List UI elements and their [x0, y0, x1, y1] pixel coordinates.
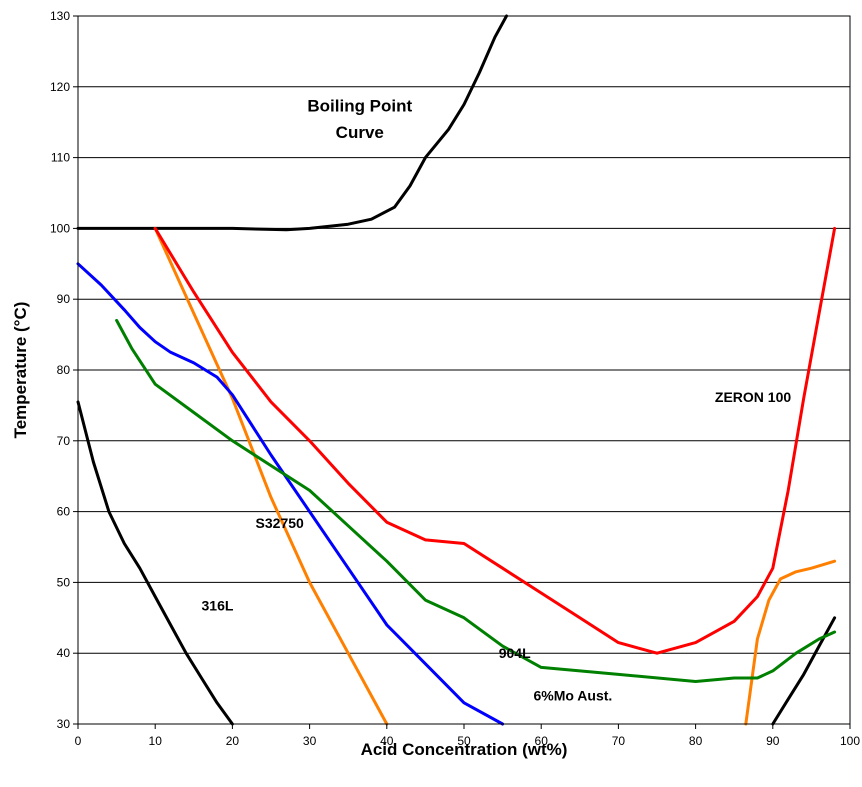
y-tick-label: 30 — [57, 717, 71, 731]
series-line-904l — [115, 318, 837, 683]
series-line-boiling-point-curve — [76, 14, 508, 232]
annotation-label: 316L — [202, 598, 234, 614]
x-tick-label: 0 — [75, 734, 82, 748]
series-line-316l — [76, 400, 234, 726]
y-tick-label: 100 — [50, 221, 70, 235]
y-tick-label: 50 — [57, 575, 71, 589]
x-tick-label: 80 — [689, 734, 703, 748]
annotations: Boiling Point Curve ZERON 100 S32750 316L 904… — [202, 97, 792, 704]
y-axis-ticks: 30 40 50 60 70 80 90 100 110 120 130 — [50, 9, 78, 731]
annotation-label: ZERON 100 — [715, 389, 791, 405]
series-line-s32750-high — [744, 559, 837, 726]
series-line-6-mo-aust — [76, 262, 505, 726]
series-line-316l-high — [771, 616, 837, 726]
annotation-label: Curve — [336, 123, 384, 142]
y-tick-label: 90 — [57, 292, 71, 306]
x-tick-label: 10 — [149, 734, 163, 748]
y-tick-label: 120 — [50, 80, 70, 94]
x-tick-label: 50 — [457, 734, 471, 748]
y-tick-label: 70 — [57, 434, 71, 448]
y-tick-label: 60 — [57, 505, 71, 519]
x-tick-label: 30 — [303, 734, 317, 748]
x-tick-label: 100 — [840, 734, 860, 748]
y-axis-title: Temperature (°C) — [11, 302, 30, 439]
x-tick-label: 40 — [380, 734, 394, 748]
series-line-s32750 — [153, 226, 389, 726]
y-tick-label: 80 — [57, 363, 71, 377]
x-tick-label: 60 — [535, 734, 549, 748]
x-tick-label: 70 — [612, 734, 626, 748]
series-line-zeron-100 — [153, 226, 837, 655]
y-tick-label: 110 — [51, 151, 70, 165]
x-axis-ticks: 0 10 20 30 40 50 60 70 80 90 100 — [75, 724, 860, 748]
y-tick-label: 130 — [50, 9, 70, 23]
series-lines — [76, 14, 837, 726]
x-tick-label: 90 — [766, 734, 780, 748]
x-axis-title: Acid Concentration (wt%) — [361, 740, 568, 759]
annotation-label: 6%Mo Aust. — [533, 688, 612, 704]
y-tick-label: 40 — [57, 646, 71, 660]
annotation-label: S32750 — [256, 515, 304, 531]
x-tick-label: 20 — [226, 734, 240, 748]
annotation-label: Boiling Point — [307, 97, 412, 116]
annotation-label: 904L — [499, 645, 531, 661]
